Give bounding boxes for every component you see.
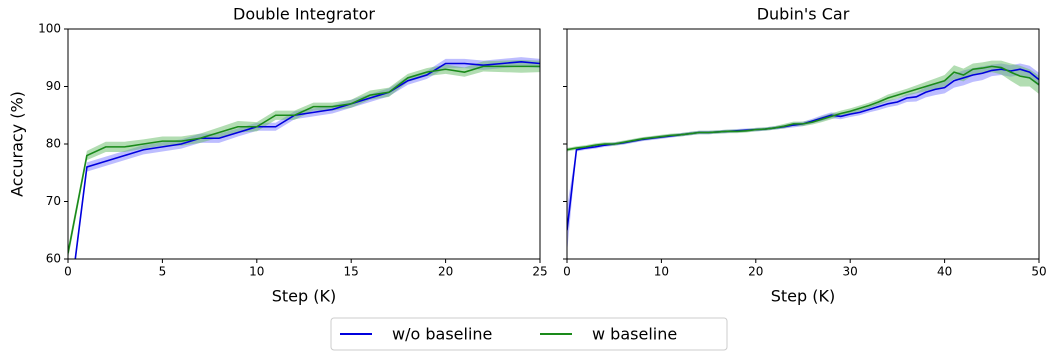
y-tick-label: 70 <box>46 194 61 208</box>
x-tick-label: 25 <box>532 265 547 279</box>
legend-label: w baseline <box>592 325 677 344</box>
plot-area <box>68 57 540 259</box>
legend-label: w/o baseline <box>392 325 492 344</box>
error-band <box>567 63 1039 254</box>
x-tick-label: 10 <box>249 265 264 279</box>
x-tick-label: 15 <box>344 265 359 279</box>
x-tick-label: 40 <box>937 265 952 279</box>
x-axis-title: Step (K) <box>272 287 337 306</box>
line <box>567 65 1039 151</box>
y-tick-label: 60 <box>46 252 61 266</box>
line <box>567 68 1039 231</box>
chart-title: Double Integrator <box>233 5 375 24</box>
line <box>68 65 540 254</box>
x-tick-label: 50 <box>1031 265 1046 279</box>
x-axis-title: Step (K) <box>771 287 836 306</box>
y-tick-label: 100 <box>38 22 61 36</box>
plot-area <box>567 60 1039 254</box>
x-tick-label: 10 <box>654 265 669 279</box>
x-tick-label: 30 <box>843 265 858 279</box>
chart-title: Dubin's Car <box>757 5 850 24</box>
x-tick-label: 0 <box>563 265 571 279</box>
y-tick-label: 80 <box>46 137 61 151</box>
legend-box <box>330 317 728 351</box>
x-tick-label: 20 <box>748 265 763 279</box>
x-tick-label: 20 <box>438 265 453 279</box>
y-tick-label: 90 <box>46 79 61 93</box>
y-axis-title: Accuracy (%) <box>8 91 27 197</box>
plot-frame <box>566 28 1040 260</box>
line <box>74 60 540 259</box>
x-tick-label: 0 <box>64 265 72 279</box>
error-band <box>68 60 540 259</box>
error-band <box>74 57 540 259</box>
error-band <box>567 60 1039 152</box>
x-tick-label: 5 <box>159 265 167 279</box>
